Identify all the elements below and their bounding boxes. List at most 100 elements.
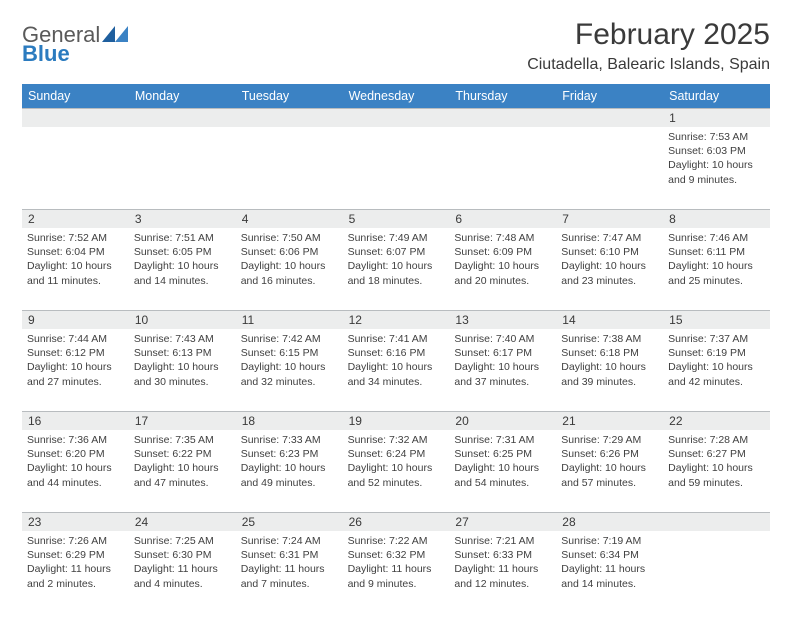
sunset-text: Sunset: 6:15 PM — [241, 346, 338, 360]
sunrise-text: Sunrise: 7:29 AM — [561, 433, 658, 447]
day2-text: and 52 minutes. — [348, 476, 445, 490]
day-number: 26 — [343, 513, 450, 531]
day-number: 25 — [236, 513, 343, 531]
day1-text: Daylight: 10 hours — [561, 360, 658, 374]
weekday-header: Saturday — [663, 84, 770, 108]
sunrise-text: Sunrise: 7:36 AM — [27, 433, 124, 447]
calendar-day: Sunrise: 7:26 AMSunset: 6:29 PMDaylight:… — [22, 531, 129, 613]
sunset-text: Sunset: 6:29 PM — [27, 548, 124, 562]
day2-text: and 14 minutes. — [561, 577, 658, 591]
sunset-text: Sunset: 6:19 PM — [668, 346, 765, 360]
sunset-text: Sunset: 6:11 PM — [668, 245, 765, 259]
calendar-day: Sunrise: 7:47 AMSunset: 6:10 PMDaylight:… — [556, 228, 663, 310]
sunset-text: Sunset: 6:03 PM — [668, 144, 765, 158]
calendar-day: Sunrise: 7:22 AMSunset: 6:32 PMDaylight:… — [343, 531, 450, 613]
day1-text: Daylight: 10 hours — [668, 461, 765, 475]
day2-text: and 11 minutes. — [27, 274, 124, 288]
calendar-day: Sunrise: 7:48 AMSunset: 6:09 PMDaylight:… — [449, 228, 556, 310]
day1-text: Daylight: 11 hours — [134, 562, 231, 576]
calendar-day: Sunrise: 7:50 AMSunset: 6:06 PMDaylight:… — [236, 228, 343, 310]
day1-text: Daylight: 10 hours — [241, 360, 338, 374]
day1-text: Daylight: 10 hours — [668, 259, 765, 273]
day2-text: and 37 minutes. — [454, 375, 551, 389]
day1-text: Daylight: 10 hours — [348, 259, 445, 273]
calendar-day: Sunrise: 7:32 AMSunset: 6:24 PMDaylight:… — [343, 430, 450, 512]
sunset-text: Sunset: 6:13 PM — [134, 346, 231, 360]
day2-text: and 47 minutes. — [134, 476, 231, 490]
day-number: 19 — [343, 412, 450, 430]
calendar-day-empty — [236, 127, 343, 209]
day2-text: and 39 minutes. — [561, 375, 658, 389]
logo-text-block: General Blue — [22, 24, 128, 65]
sunset-text: Sunset: 6:17 PM — [454, 346, 551, 360]
day2-text: and 20 minutes. — [454, 274, 551, 288]
sunrise-text: Sunrise: 7:49 AM — [348, 231, 445, 245]
day2-text: and 42 minutes. — [668, 375, 765, 389]
day-number: 12 — [343, 311, 450, 329]
sunset-text: Sunset: 6:05 PM — [134, 245, 231, 259]
calendar-day: Sunrise: 7:19 AMSunset: 6:34 PMDaylight:… — [556, 531, 663, 613]
calendar-table: SundayMondayTuesdayWednesdayThursdayFrid… — [22, 84, 770, 613]
day2-text: and 7 minutes. — [241, 577, 338, 591]
calendar-day: Sunrise: 7:40 AMSunset: 6:17 PMDaylight:… — [449, 329, 556, 411]
calendar-day: Sunrise: 7:42 AMSunset: 6:15 PMDaylight:… — [236, 329, 343, 411]
day-number: 17 — [129, 412, 236, 430]
calendar-day-empty — [663, 531, 770, 613]
calendar-day: Sunrise: 7:28 AMSunset: 6:27 PMDaylight:… — [663, 430, 770, 512]
flag-icon — [102, 29, 128, 46]
day2-text: and 4 minutes. — [134, 577, 231, 591]
sunrise-text: Sunrise: 7:43 AM — [134, 332, 231, 346]
sunset-text: Sunset: 6:23 PM — [241, 447, 338, 461]
day-number: 4 — [236, 210, 343, 228]
sunset-text: Sunset: 6:33 PM — [454, 548, 551, 562]
calendar-day: Sunrise: 7:36 AMSunset: 6:20 PMDaylight:… — [22, 430, 129, 512]
day1-text: Daylight: 10 hours — [348, 360, 445, 374]
day-number — [22, 109, 129, 127]
sunrise-text: Sunrise: 7:48 AM — [454, 231, 551, 245]
day2-text: and 30 minutes. — [134, 375, 231, 389]
sunrise-text: Sunrise: 7:53 AM — [668, 130, 765, 144]
sunset-text: Sunset: 6:06 PM — [241, 245, 338, 259]
day1-text: Daylight: 11 hours — [348, 562, 445, 576]
sunrise-text: Sunrise: 7:28 AM — [668, 433, 765, 447]
sunrise-text: Sunrise: 7:22 AM — [348, 534, 445, 548]
calendar-day: Sunrise: 7:46 AMSunset: 6:11 PMDaylight:… — [663, 228, 770, 310]
sunrise-text: Sunrise: 7:33 AM — [241, 433, 338, 447]
calendar-page: General Blue February 2025 Ciutadella, B… — [0, 0, 792, 623]
day-number — [343, 109, 450, 127]
day-number: 16 — [22, 412, 129, 430]
day1-text: Daylight: 11 hours — [454, 562, 551, 576]
day1-text: Daylight: 10 hours — [561, 259, 658, 273]
day-number: 3 — [129, 210, 236, 228]
sunrise-text: Sunrise: 7:52 AM — [27, 231, 124, 245]
day1-text: Daylight: 11 hours — [241, 562, 338, 576]
calendar-day-empty — [449, 127, 556, 209]
day-number-row: 2345678 — [22, 209, 770, 228]
day2-text: and 27 minutes. — [27, 375, 124, 389]
weekday-header: Monday — [129, 84, 236, 108]
sunrise-text: Sunrise: 7:38 AM — [561, 332, 658, 346]
sunset-text: Sunset: 6:12 PM — [27, 346, 124, 360]
sunset-text: Sunset: 6:16 PM — [348, 346, 445, 360]
calendar-day: Sunrise: 7:31 AMSunset: 6:25 PMDaylight:… — [449, 430, 556, 512]
day-number: 22 — [663, 412, 770, 430]
sunrise-text: Sunrise: 7:47 AM — [561, 231, 658, 245]
sunrise-text: Sunrise: 7:19 AM — [561, 534, 658, 548]
weekday-header: Sunday — [22, 84, 129, 108]
weekday-header-row: SundayMondayTuesdayWednesdayThursdayFrid… — [22, 84, 770, 108]
day-number-row: 16171819202122 — [22, 411, 770, 430]
day2-text: and 57 minutes. — [561, 476, 658, 490]
weekday-header: Tuesday — [236, 84, 343, 108]
day1-text: Daylight: 11 hours — [27, 562, 124, 576]
sunrise-text: Sunrise: 7:26 AM — [27, 534, 124, 548]
day1-text: Daylight: 10 hours — [134, 360, 231, 374]
sunset-text: Sunset: 6:25 PM — [454, 447, 551, 461]
sunrise-text: Sunrise: 7:41 AM — [348, 332, 445, 346]
day1-text: Daylight: 10 hours — [454, 259, 551, 273]
day1-text: Daylight: 10 hours — [27, 360, 124, 374]
day-number-row: 9101112131415 — [22, 310, 770, 329]
day1-text: Daylight: 10 hours — [454, 461, 551, 475]
calendar-day-empty — [129, 127, 236, 209]
title-block: February 2025 Ciutadella, Balearic Islan… — [527, 18, 770, 74]
calendar-week: Sunrise: 7:26 AMSunset: 6:29 PMDaylight:… — [22, 531, 770, 613]
